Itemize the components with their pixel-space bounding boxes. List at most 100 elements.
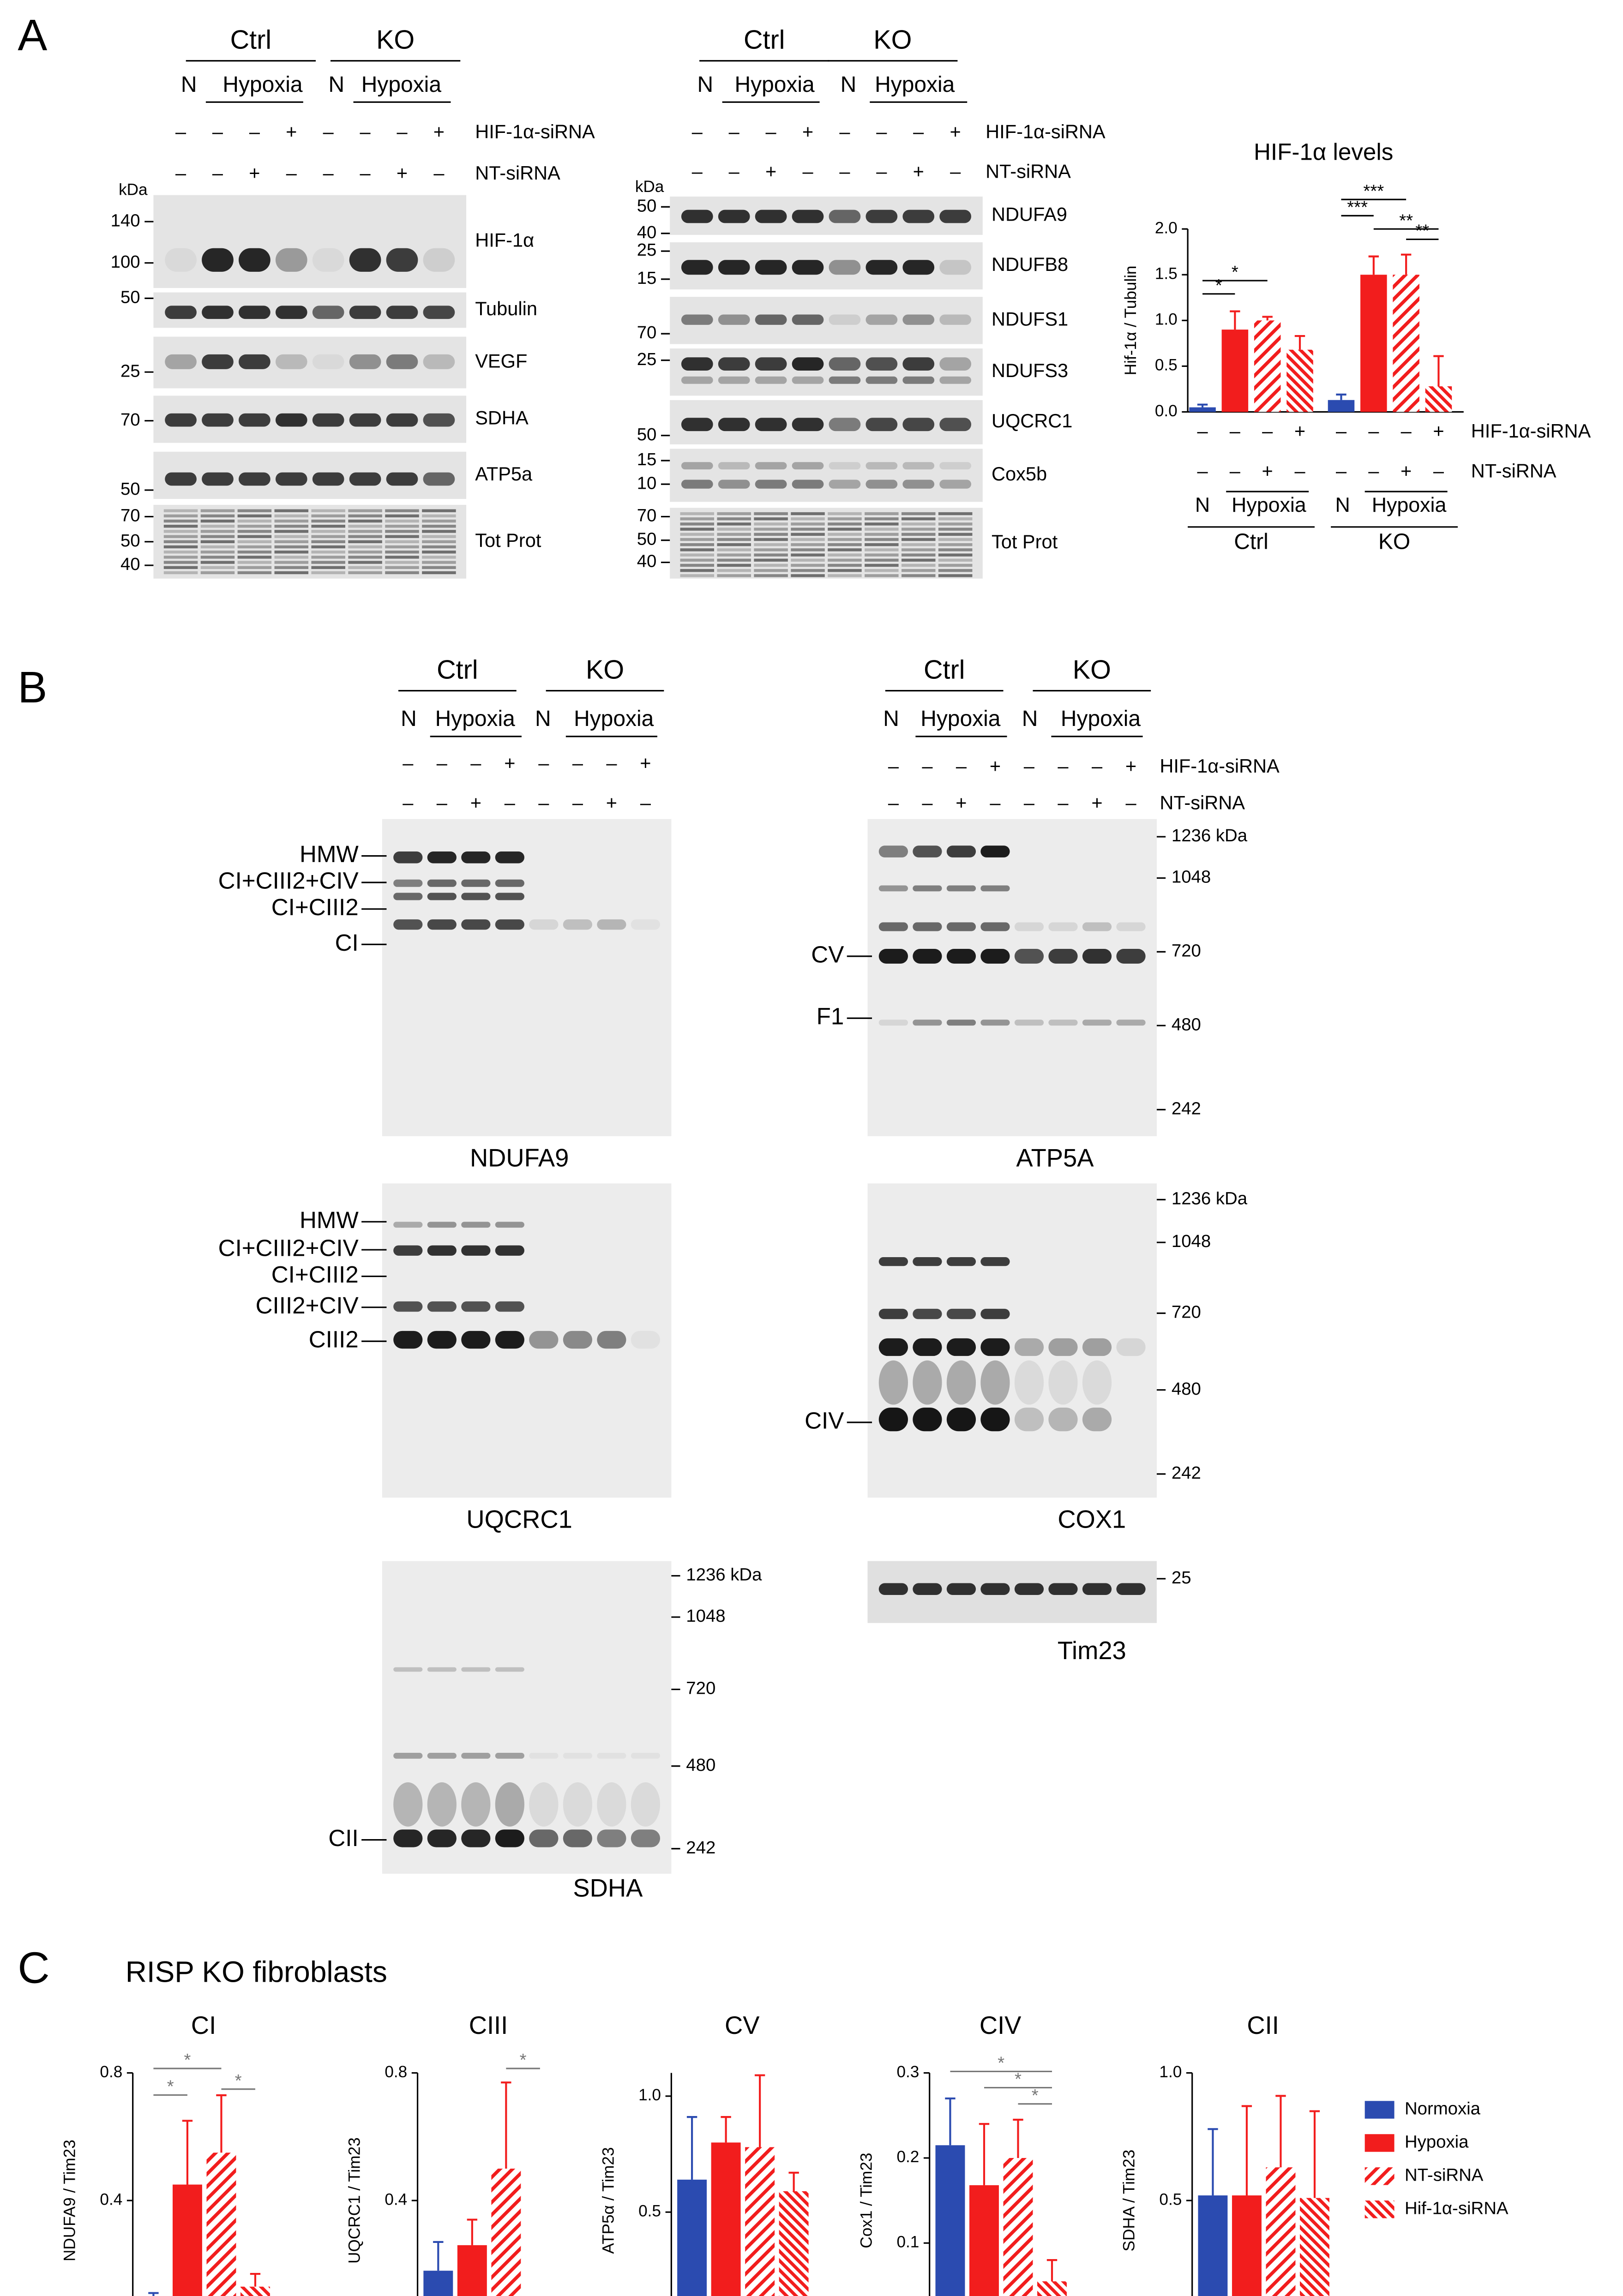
band [427, 1829, 457, 1847]
band [946, 922, 976, 931]
band [163, 525, 198, 528]
y-tick-label: 0.4 [385, 2190, 407, 2208]
band [349, 472, 381, 486]
band [754, 533, 788, 536]
band [680, 538, 715, 541]
sign: – [876, 120, 887, 142]
band [865, 512, 899, 516]
blot [867, 1561, 1157, 1623]
band [913, 1338, 942, 1356]
significance-label: * [998, 2053, 1004, 2073]
band [946, 1257, 976, 1266]
band [866, 376, 898, 384]
band [348, 550, 382, 554]
condition-label: N [1022, 707, 1038, 731]
band [980, 1308, 1010, 1319]
band [718, 260, 750, 275]
band [495, 893, 524, 900]
band [1048, 1019, 1078, 1026]
group-label: KO [1378, 530, 1410, 554]
band [946, 1338, 976, 1356]
band [866, 210, 898, 223]
band [597, 1753, 626, 1759]
band [311, 509, 345, 512]
marker-label: 50 [637, 196, 657, 216]
blot [382, 1561, 672, 1874]
condition-label: Hypoxia [1061, 707, 1141, 731]
error-bar [721, 2116, 731, 2143]
band [427, 879, 457, 887]
band [946, 1408, 976, 1432]
band [386, 306, 418, 319]
band [938, 528, 973, 531]
band [939, 480, 972, 489]
band [681, 260, 713, 275]
sign: + [1125, 755, 1136, 777]
blot-name: SDHA [573, 1874, 643, 1902]
band [681, 210, 713, 223]
band [939, 418, 972, 432]
band [1116, 922, 1146, 931]
band [913, 948, 942, 964]
band [274, 540, 309, 543]
chart-title: CIII [469, 2011, 508, 2039]
sign: – [470, 752, 481, 773]
complex-label: CI+CIII2 [271, 1261, 359, 1288]
band [829, 480, 861, 489]
band [274, 571, 309, 575]
sign: – [437, 792, 448, 814]
band [237, 514, 272, 518]
sign: – [922, 792, 933, 814]
band [913, 1308, 942, 1319]
band [311, 540, 345, 543]
band [274, 550, 309, 554]
band [828, 569, 862, 572]
band [792, 314, 824, 325]
band [913, 845, 942, 857]
sign: – [729, 120, 740, 142]
blot-name: ATP5A [1016, 1144, 1094, 1172]
complex-label: F1 [817, 1003, 844, 1030]
band [865, 553, 899, 557]
condition-label: Hypoxia [1372, 493, 1447, 516]
band [385, 514, 419, 518]
significance-label: * [1015, 2069, 1022, 2089]
band [461, 1753, 491, 1759]
band [939, 314, 972, 325]
band [901, 558, 936, 562]
band [348, 545, 382, 549]
band [237, 571, 272, 575]
bar [1232, 2195, 1262, 2296]
sign: + [1433, 420, 1444, 442]
complex-label: CIII2+CIV [256, 1292, 359, 1319]
band [878, 1019, 908, 1026]
marker-label: 50 [637, 529, 657, 549]
band [393, 919, 423, 930]
band [680, 528, 715, 531]
band [631, 1782, 661, 1827]
band [461, 1301, 491, 1312]
sign: – [1368, 420, 1379, 442]
band [938, 553, 973, 557]
band [901, 538, 936, 541]
condition-label: N [535, 707, 551, 731]
legend-swatch [1365, 2200, 1395, 2218]
band [680, 543, 715, 546]
band [423, 472, 455, 486]
y-axis-label: UQCRC1 / Tim23 [346, 2137, 364, 2264]
condition-label: N [328, 72, 344, 97]
complex-label: CIV [805, 1408, 844, 1434]
band [393, 1245, 423, 1256]
band [913, 1408, 942, 1432]
band [422, 571, 456, 575]
band [597, 1829, 626, 1847]
band [828, 543, 862, 546]
chart-title: HIF-1α levels [1254, 139, 1393, 165]
band [791, 564, 825, 567]
band [237, 535, 272, 538]
sign: + [640, 752, 651, 773]
marker-label: 50 [120, 479, 140, 499]
band [829, 462, 861, 470]
band [631, 1829, 661, 1847]
